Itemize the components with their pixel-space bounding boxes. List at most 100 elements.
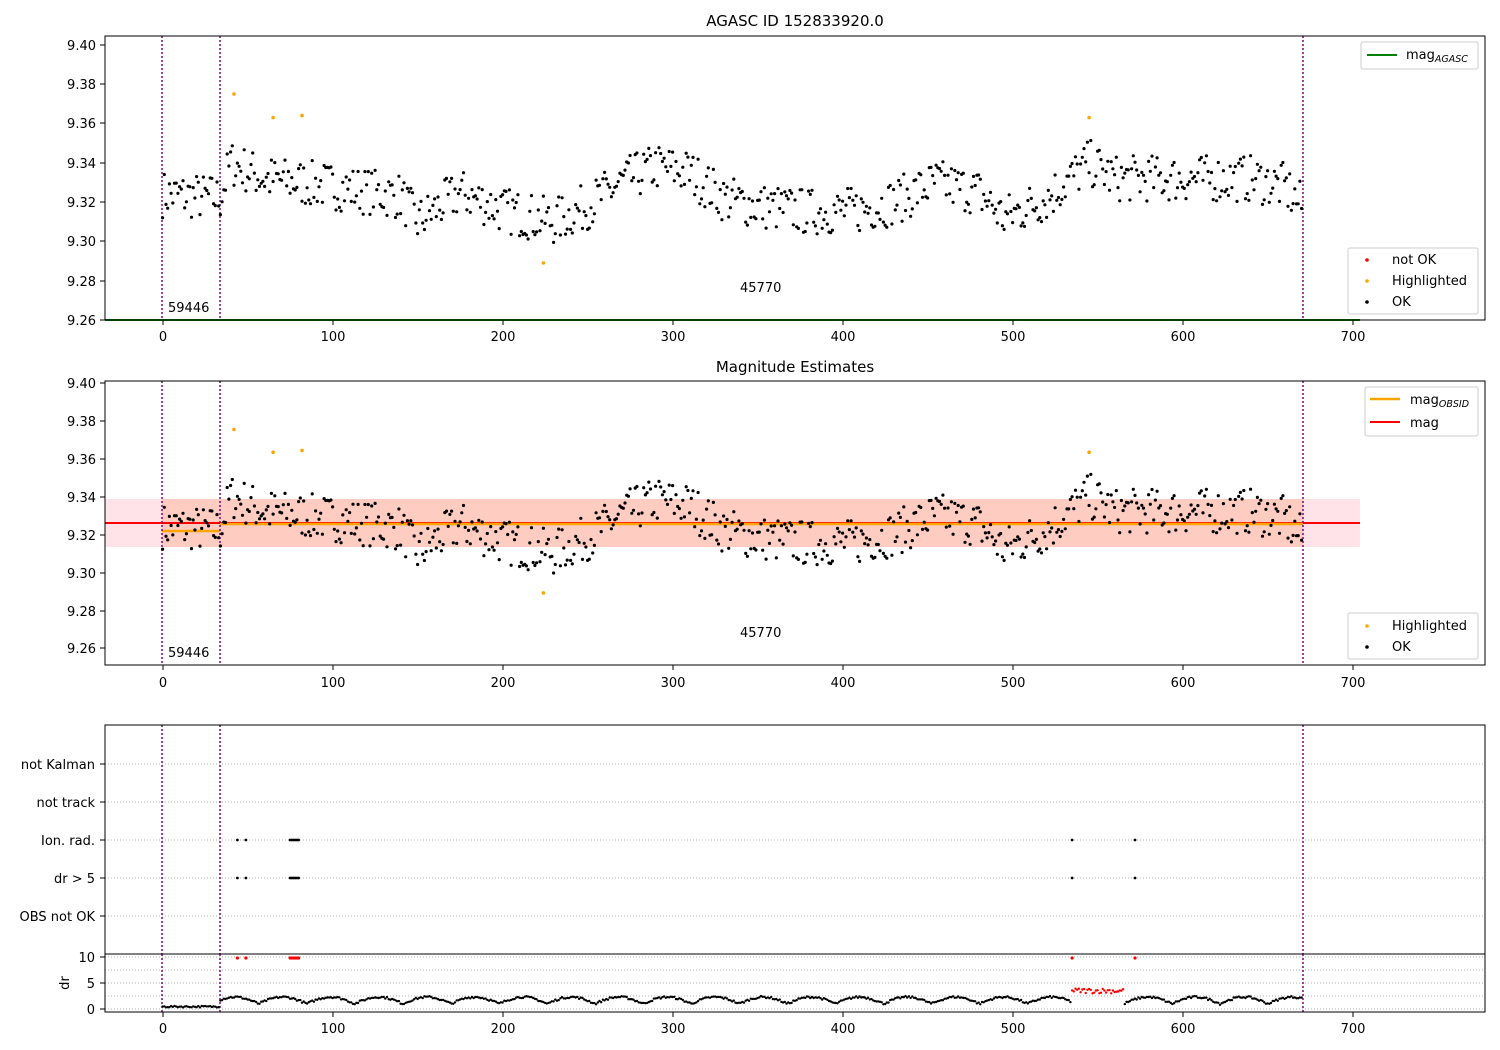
ok-point — [691, 489, 695, 493]
dr-point — [1162, 998, 1166, 1001]
ok-point — [383, 189, 387, 193]
dr-point — [1123, 1002, 1127, 1006]
ok-point — [863, 542, 867, 546]
dr-point — [1161, 998, 1164, 1001]
ok-point — [1007, 525, 1011, 529]
ok-point — [603, 503, 607, 507]
ok-point — [689, 163, 693, 167]
ok-point — [1109, 160, 1113, 164]
dr-point — [795, 999, 798, 1002]
ok-point — [926, 196, 930, 200]
dr-point — [712, 995, 715, 998]
xtick-label: 600 — [1171, 330, 1196, 345]
legend-box — [1347, 247, 1479, 315]
ok-point — [929, 165, 933, 169]
ok-point — [283, 158, 287, 162]
middle-legend-points: Highlighted OK — [1347, 612, 1479, 660]
ok-point — [1182, 519, 1186, 523]
ok-point — [876, 542, 880, 547]
ok-point — [864, 204, 869, 208]
ok-point — [723, 524, 727, 529]
ok-point — [438, 540, 442, 544]
ok-point — [444, 509, 449, 513]
dr-point — [753, 997, 756, 1001]
ok-point — [1266, 502, 1270, 506]
ytick-label: 9.40 — [67, 377, 96, 392]
dr-outlier-point — [1133, 956, 1137, 960]
ok-point — [271, 179, 275, 184]
dr-point — [396, 1000, 399, 1003]
ok-point — [247, 177, 251, 181]
ok-point — [365, 183, 369, 187]
ok-point — [761, 548, 765, 552]
ok-point — [784, 194, 789, 198]
ok-point — [718, 520, 722, 524]
ok-point — [310, 159, 314, 163]
ok-point — [628, 487, 632, 491]
ok-point — [358, 538, 362, 542]
ok-point — [1199, 489, 1203, 493]
highlighted-point — [271, 450, 275, 455]
ok-point — [1243, 197, 1248, 201]
ok-point — [1274, 507, 1278, 511]
ok-point — [237, 164, 241, 168]
ok-point — [1022, 224, 1027, 228]
ok-point — [399, 212, 403, 216]
ok-point — [796, 226, 801, 230]
ok-point — [339, 541, 343, 545]
ok-point — [958, 187, 962, 192]
ok-point — [1005, 543, 1010, 547]
ok-point — [1254, 177, 1258, 181]
ok-point — [992, 543, 996, 547]
ok-point — [1204, 487, 1208, 491]
ok-point — [1242, 155, 1246, 159]
ok-point — [206, 192, 211, 196]
ok-point — [1138, 190, 1142, 194]
ok-point — [1104, 170, 1108, 174]
ok-point — [485, 200, 489, 204]
ok-point — [747, 197, 751, 201]
ok-point — [703, 205, 707, 209]
ok-point — [958, 520, 962, 524]
ok-point — [497, 558, 501, 562]
dr-point — [588, 999, 591, 1003]
dr-point — [237, 995, 241, 999]
ok-point — [419, 531, 423, 535]
ok-point — [876, 211, 880, 215]
ok-point — [873, 224, 877, 228]
ok-point — [235, 494, 239, 498]
ok-point — [769, 192, 773, 196]
ok-point — [919, 173, 923, 177]
ok-point — [315, 531, 319, 535]
ok-point — [725, 517, 729, 522]
ok-point — [468, 210, 472, 214]
ok-point — [842, 214, 846, 218]
ok-point — [951, 200, 955, 204]
ok-point — [353, 532, 357, 536]
ok-point — [1045, 547, 1049, 551]
ok-point — [1165, 512, 1169, 516]
ok-point — [686, 155, 690, 159]
ytick-label: 9.34 — [67, 491, 96, 506]
ok-point — [376, 183, 381, 187]
ok-point — [732, 510, 736, 514]
dr-outlier-point — [297, 956, 301, 960]
ok-point — [164, 534, 168, 538]
ok-point — [684, 151, 688, 155]
ok-point — [1106, 492, 1110, 497]
ok-point — [1186, 515, 1190, 519]
ok-point — [983, 531, 988, 535]
ok-point — [1238, 157, 1242, 161]
dr-point — [917, 998, 921, 1001]
ok-point — [635, 151, 639, 155]
ok-point — [1131, 487, 1135, 491]
ok-point — [1249, 487, 1253, 491]
dr-point — [851, 996, 854, 999]
ytick-label: 9.26 — [67, 314, 96, 329]
ok-point — [387, 512, 391, 517]
ok-point — [817, 211, 821, 215]
ok-point — [781, 542, 785, 546]
ok-point — [621, 173, 625, 177]
ok-point — [161, 547, 165, 551]
legend-mag-sub: AGASC — [1434, 54, 1468, 65]
